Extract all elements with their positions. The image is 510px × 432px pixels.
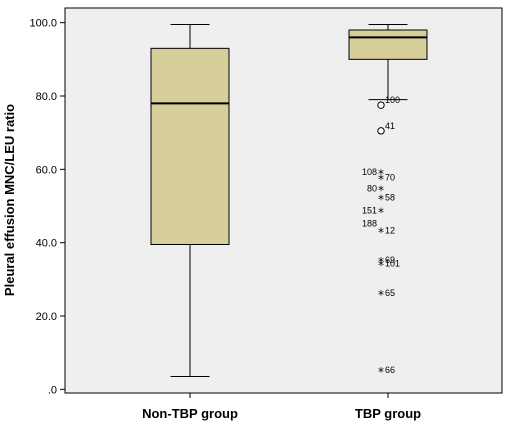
outlier-label: 41 — [385, 121, 395, 131]
y-axis: .0 20.0 40.0 60.0 80.0 100.0 — [29, 18, 65, 396]
outlier-label: 69 — [385, 255, 395, 265]
outlier-label: 101 — [385, 259, 400, 269]
y-tick-label: 100.0 — [29, 18, 57, 30]
extreme-point: * — [378, 184, 384, 198]
x-axis: Non-TBP group TBP group — [142, 393, 421, 421]
outlier-label: 188 — [362, 218, 377, 228]
outlier-label: 66 — [385, 365, 395, 375]
y-axis-title: Pleural effusion MNC/LEU ratio — [2, 104, 17, 296]
plot-area — [64, 7, 503, 394]
extreme-point: * — [378, 173, 384, 187]
extreme-point: * — [378, 206, 384, 220]
extreme-point: * — [378, 288, 384, 302]
outlier-label: 58 — [385, 193, 395, 203]
iqr-box — [348, 29, 428, 60]
x-tick-label: Non-TBP group — [142, 406, 238, 421]
extreme-point: * — [378, 255, 384, 269]
outlier-label: 151 — [362, 206, 377, 216]
outlier-point — [377, 101, 385, 109]
extreme-point: * — [378, 365, 384, 379]
outlier-label: 80 — [367, 184, 377, 194]
extreme-point: * — [378, 193, 384, 207]
y-tick-label: 20.0 — [36, 311, 57, 323]
outlier-label: 108 — [362, 167, 377, 177]
extreme-point: * — [378, 226, 384, 240]
x-tick-label: TBP group — [355, 406, 421, 421]
y-tick-label: 40.0 — [36, 238, 57, 250]
outlier-point — [377, 127, 385, 135]
extreme-point: * — [378, 167, 384, 181]
outlier-label: 12 — [385, 226, 395, 236]
outlier-label: 100 — [385, 95, 400, 105]
extreme-point: * — [378, 259, 384, 273]
outlier-label: 70 — [385, 173, 395, 183]
y-tick-label: 80.0 — [36, 91, 57, 103]
iqr-box — [150, 47, 230, 246]
y-tick-label: .0 — [48, 384, 57, 396]
y-tick-label: 60.0 — [36, 164, 57, 176]
outlier-label: 65 — [385, 288, 395, 298]
